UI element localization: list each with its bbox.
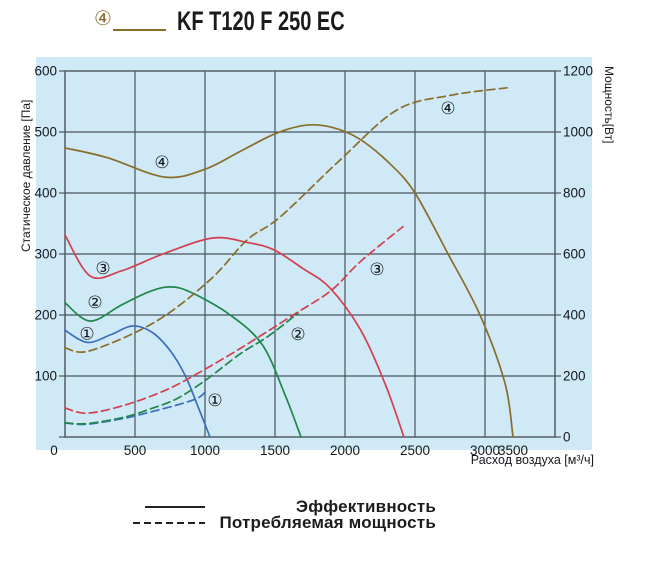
left-tick-label: 200 (34, 308, 57, 323)
curve-speed-4-pressure (64, 123, 514, 438)
right-tick-label: 200 (563, 369, 586, 384)
curve-speed-3-pressure (64, 234, 405, 438)
curve-marker-speed-3-pressure: ③ (95, 259, 110, 279)
y-left-axis-label: Статическое давление [Па] (19, 100, 33, 252)
curve-speed-2-pressure (64, 286, 302, 438)
right-tick-label: 800 (563, 186, 586, 201)
page-title: KF T120 F 250 EC (177, 6, 345, 36)
curve-marker-speed-4-power: ④ (440, 99, 455, 119)
x-tick-label: 3500 (498, 443, 528, 458)
x-tick-label: 500 (124, 443, 147, 458)
curve-marker-speed-1-pressure: ① (79, 324, 94, 344)
right-tick-label: 400 (563, 308, 586, 323)
curve-marker-speed-1-power: ① (207, 391, 222, 411)
series-4-header-marker: ④ (94, 7, 174, 33)
circled-4-symbol: ④ (94, 6, 112, 30)
curve-speed-3-power (64, 225, 404, 415)
right-tick-label: 1200 (563, 64, 593, 79)
dashed-line-sample (133, 522, 205, 524)
y-right-axis-label: Мощность[Вт] (602, 66, 616, 144)
legend-efficiency-label: Эффективность (295, 497, 436, 516)
legend-power-label: Потребляемая мощность (219, 513, 436, 532)
x-tick-label: 2500 (400, 443, 430, 458)
left-tick-label: 100 (34, 369, 57, 384)
right-tick-label: 1000 (563, 125, 593, 140)
x-tick-label: 1500 (260, 443, 290, 458)
left-tick-label: 400 (34, 186, 57, 201)
curve-marker-speed-4-pressure: ④ (154, 153, 169, 173)
curve-speed-1-pressure (64, 325, 211, 438)
curve-speed-2-power (64, 312, 299, 425)
legend-row-efficiency: Эффективность (110, 497, 436, 516)
chart-legend: Эффективность Потребляемая мощность (110, 495, 436, 541)
x-tick-label: 2000 (330, 443, 360, 458)
curve-marker-speed-2-power: ② (290, 325, 305, 345)
curve-speed-1-power (64, 389, 208, 426)
left-tick-label: 600 (34, 64, 57, 79)
x-tick-label: 3000 (470, 443, 500, 458)
right-tick-label: 600 (563, 247, 586, 262)
solid-line-sample (145, 506, 205, 508)
fan-curves-chart: 100 200 300 400 500 600 0 200 400 600 800 1000 1200 0… (19, 57, 616, 467)
curve-marker-speed-3-power: ③ (369, 260, 384, 280)
marker-underline (113, 29, 166, 31)
chart-header: ④ KF T120 F 250 EC (0, 0, 649, 48)
curve-speed-4-power (64, 86, 508, 353)
left-tick-label: 500 (34, 125, 57, 140)
x-tick-label: 1000 (190, 443, 220, 458)
right-tick-label: 0 (563, 430, 571, 445)
x-axis-label: Расход воздуха [м³/ч] (471, 453, 594, 467)
curve-marker-speed-2-pressure: ② (87, 293, 102, 313)
left-tick-label: 300 (34, 247, 57, 262)
x-tick-label: 0 (50, 443, 58, 458)
legend-row-power: Потребляемая мощность (110, 513, 436, 532)
